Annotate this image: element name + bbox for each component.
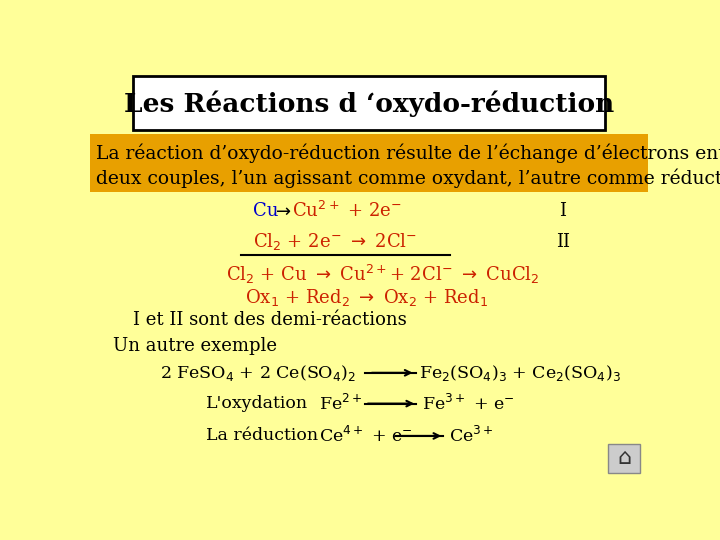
Text: L'oxydation: L'oxydation (206, 395, 308, 412)
Text: $\rightarrow$: $\rightarrow$ (272, 202, 292, 220)
Text: Ce$^{4+}$ + e$^{-}$: Ce$^{4+}$ + e$^{-}$ (319, 426, 413, 446)
Text: 2 FeSO$_{4}$ + 2 Ce(SO$_{4}$)$_{2}$: 2 FeSO$_{4}$ + 2 Ce(SO$_{4}$)$_{2}$ (160, 363, 356, 383)
Text: I et II sont des demi-réactions: I et II sont des demi-réactions (132, 312, 406, 329)
Text: La réaction d’oxydo-réduction résulte de l’échange d’électrons entre: La réaction d’oxydo-réduction résulte de… (96, 144, 720, 163)
Text: Cu: Cu (253, 202, 278, 220)
Bar (608, 444, 640, 473)
Bar (132, 76, 606, 130)
Text: II: II (556, 233, 570, 251)
Text: Les Réactions d ‘oxydo-réduction: Les Réactions d ‘oxydo-réduction (124, 90, 614, 117)
Text: Fe$_{2}$(SO$_{4}$)$_{3}$ + Ce$_{2}$(SO$_{4}$)$_{3}$: Fe$_{2}$(SO$_{4}$)$_{3}$ + Ce$_{2}$(SO$_… (419, 363, 621, 383)
Text: Ox$_{1}$ + Red$_{2}$ $\rightarrow$ Ox$_{2}$ + Red$_{1}$: Ox$_{1}$ + Red$_{2}$ $\rightarrow$ Ox$_{… (245, 287, 488, 308)
Text: Fe$^{3+}$ + e$^{-}$: Fe$^{3+}$ + e$^{-}$ (422, 394, 514, 414)
Text: Ce$^{3+}$: Ce$^{3+}$ (449, 426, 493, 446)
Text: Cl$_{2}$ + Cu $\rightarrow$ Cu$^{2+}$+ 2Cl$^{-}$ $\rightarrow$ CuCl$_{2}$: Cl$_{2}$ + Cu $\rightarrow$ Cu$^{2+}$+ 2… (225, 262, 539, 286)
Text: Cl$_{2}$ + 2e$^{-}$ $\rightarrow$ 2Cl$^{-}$: Cl$_{2}$ + 2e$^{-}$ $\rightarrow$ 2Cl$^{… (253, 232, 417, 252)
Text: Cu$^{2+}$ + 2e$^{-}$: Cu$^{2+}$ + 2e$^{-}$ (292, 201, 401, 221)
Text: deux couples, l’un agissant comme oxydant, l’autre comme réducteur.: deux couples, l’un agissant comme oxydan… (96, 168, 720, 188)
Text: Fe$^{2+}$: Fe$^{2+}$ (319, 394, 362, 414)
Text: Un autre exemple: Un autre exemple (113, 337, 277, 355)
Text: I: I (559, 202, 566, 220)
Bar (90, 134, 648, 192)
Text: ⌂: ⌂ (617, 448, 631, 468)
Text: La réduction: La réduction (206, 428, 318, 444)
